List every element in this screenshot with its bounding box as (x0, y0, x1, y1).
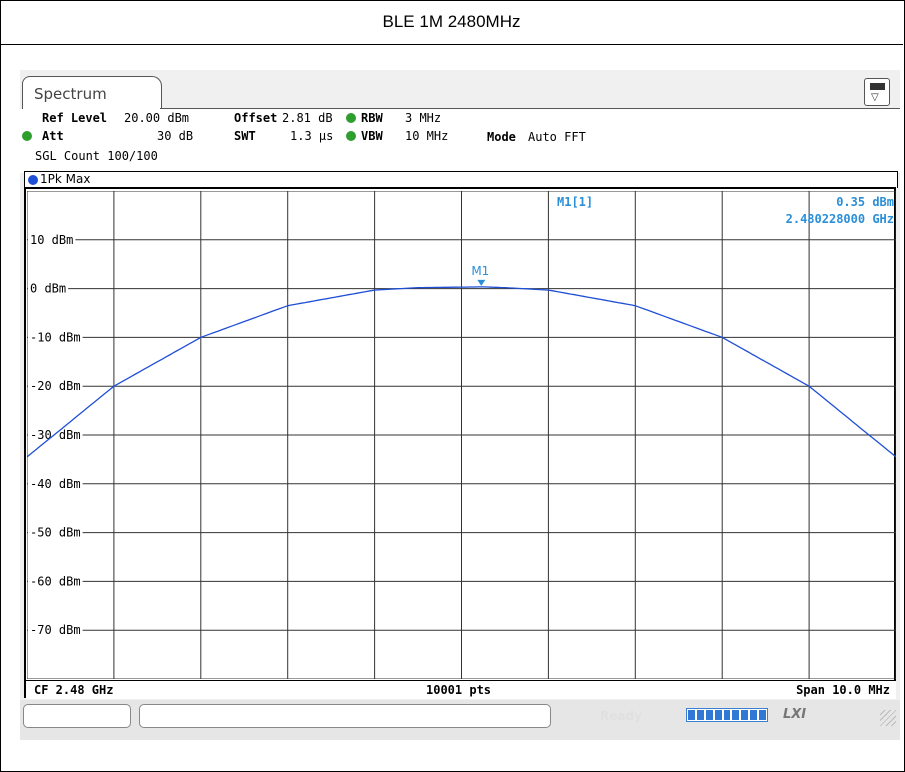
offset-label: Offset (234, 111, 278, 125)
page-title: BLE 1M 2480MHz (0, 0, 903, 45)
resize-grip-icon[interactable] (880, 710, 896, 726)
y-tick-label-bg (28, 379, 83, 394)
y-tick-label-bg (28, 476, 83, 491)
y-tick-label: 10 dBm (30, 233, 73, 247)
att-value: 30 dB (157, 129, 194, 143)
marker-m1-label: M1 (471, 264, 489, 278)
ref-level-label: Ref Level (42, 111, 108, 125)
marker-level: 0.35 dBm (836, 195, 894, 209)
span-value: Span 10.0 MHz (796, 683, 890, 697)
att-label: Att (42, 129, 64, 143)
display-config-button[interactable]: ▽ (864, 78, 890, 106)
rbw-coupled-indicator (346, 113, 356, 123)
trace-color-dot (28, 175, 38, 185)
tab-spectrum[interactable]: Spectrum (22, 76, 162, 110)
y-tick-label-bg (28, 428, 83, 442)
rbw-label: RBW (361, 111, 383, 125)
marker-m1-icon (477, 279, 486, 286)
y-tick-label-bg (28, 330, 83, 345)
offset-value: 2.81 dB (282, 111, 333, 125)
att-coupled-indicator (22, 131, 32, 141)
trace-label-bar: 1Pk Max (24, 171, 898, 188)
vbw-coupled-indicator (346, 131, 356, 141)
vbw-value: 10 MHz (405, 129, 449, 143)
ref-level-value: 20.00 dBm (124, 111, 190, 125)
swt-value: 1.3 µs (290, 129, 334, 143)
center-frequency: CF 2.48 GHz (34, 683, 114, 697)
display-icon (870, 83, 885, 90)
y-tick-label: 0 dBm (30, 282, 66, 296)
y-tick-label: -70 dBm (30, 623, 81, 637)
swt-label: SWT (234, 129, 256, 143)
y-tick-label-bg (28, 623, 83, 638)
lxi-logo: LXI (783, 707, 807, 722)
plot-footer: CF 2.48 GHz 10001 pts Span 10.0 MHz (26, 680, 896, 699)
y-tick-label: -20 dBm (30, 379, 81, 393)
marker-frequency: 2.480228000 GHz (786, 212, 894, 226)
y-tick-label: -40 dBm (30, 477, 81, 491)
marker-readout-label: M1[1] (557, 195, 593, 209)
tab-spectrum-label: Spectrum (34, 85, 107, 103)
y-tick-label: -30 dBm (30, 428, 81, 442)
y-tick-label-bg (28, 574, 83, 589)
y-tick-label-bg (28, 525, 83, 540)
ready-indicator: Ready (600, 709, 642, 723)
y-tick-label: -60 dBm (30, 574, 81, 588)
mode-value: Auto FFT (528, 130, 586, 144)
status-field-left (23, 704, 131, 728)
plot-frame (24, 187, 896, 698)
status-bar: Ready LXI (20, 700, 900, 740)
settings-panel: Ref Level 20.00 dBm Offset 2.81 dB RBW 3… (20, 109, 900, 173)
sgl-count: SGL Count 100/100 (35, 149, 158, 163)
trace-label: 1Pk Max (40, 172, 91, 186)
y-tick-label: -50 dBm (30, 526, 81, 540)
sweep-points: 10001 pts (426, 683, 492, 697)
trace-1pk-max (27, 286, 896, 458)
rbw-value: 3 MHz (405, 111, 442, 125)
spectrum-plot: 10 dBm 0 dBm -10 dBm -20 dBm -30 dBm -40 dBm -… (27, 191, 896, 679)
y-tick-label: -10 dBm (30, 330, 81, 344)
y-tick-label-bg (28, 232, 76, 247)
sweep-progress-bar (686, 708, 768, 722)
status-message-field (139, 704, 551, 728)
mode-label: Mode (487, 130, 516, 144)
y-tick-label-bg (28, 281, 69, 296)
vbw-label: VBW (361, 129, 383, 143)
triangle-down-icon: ▽ (871, 92, 879, 103)
tab-divider (160, 108, 900, 109)
